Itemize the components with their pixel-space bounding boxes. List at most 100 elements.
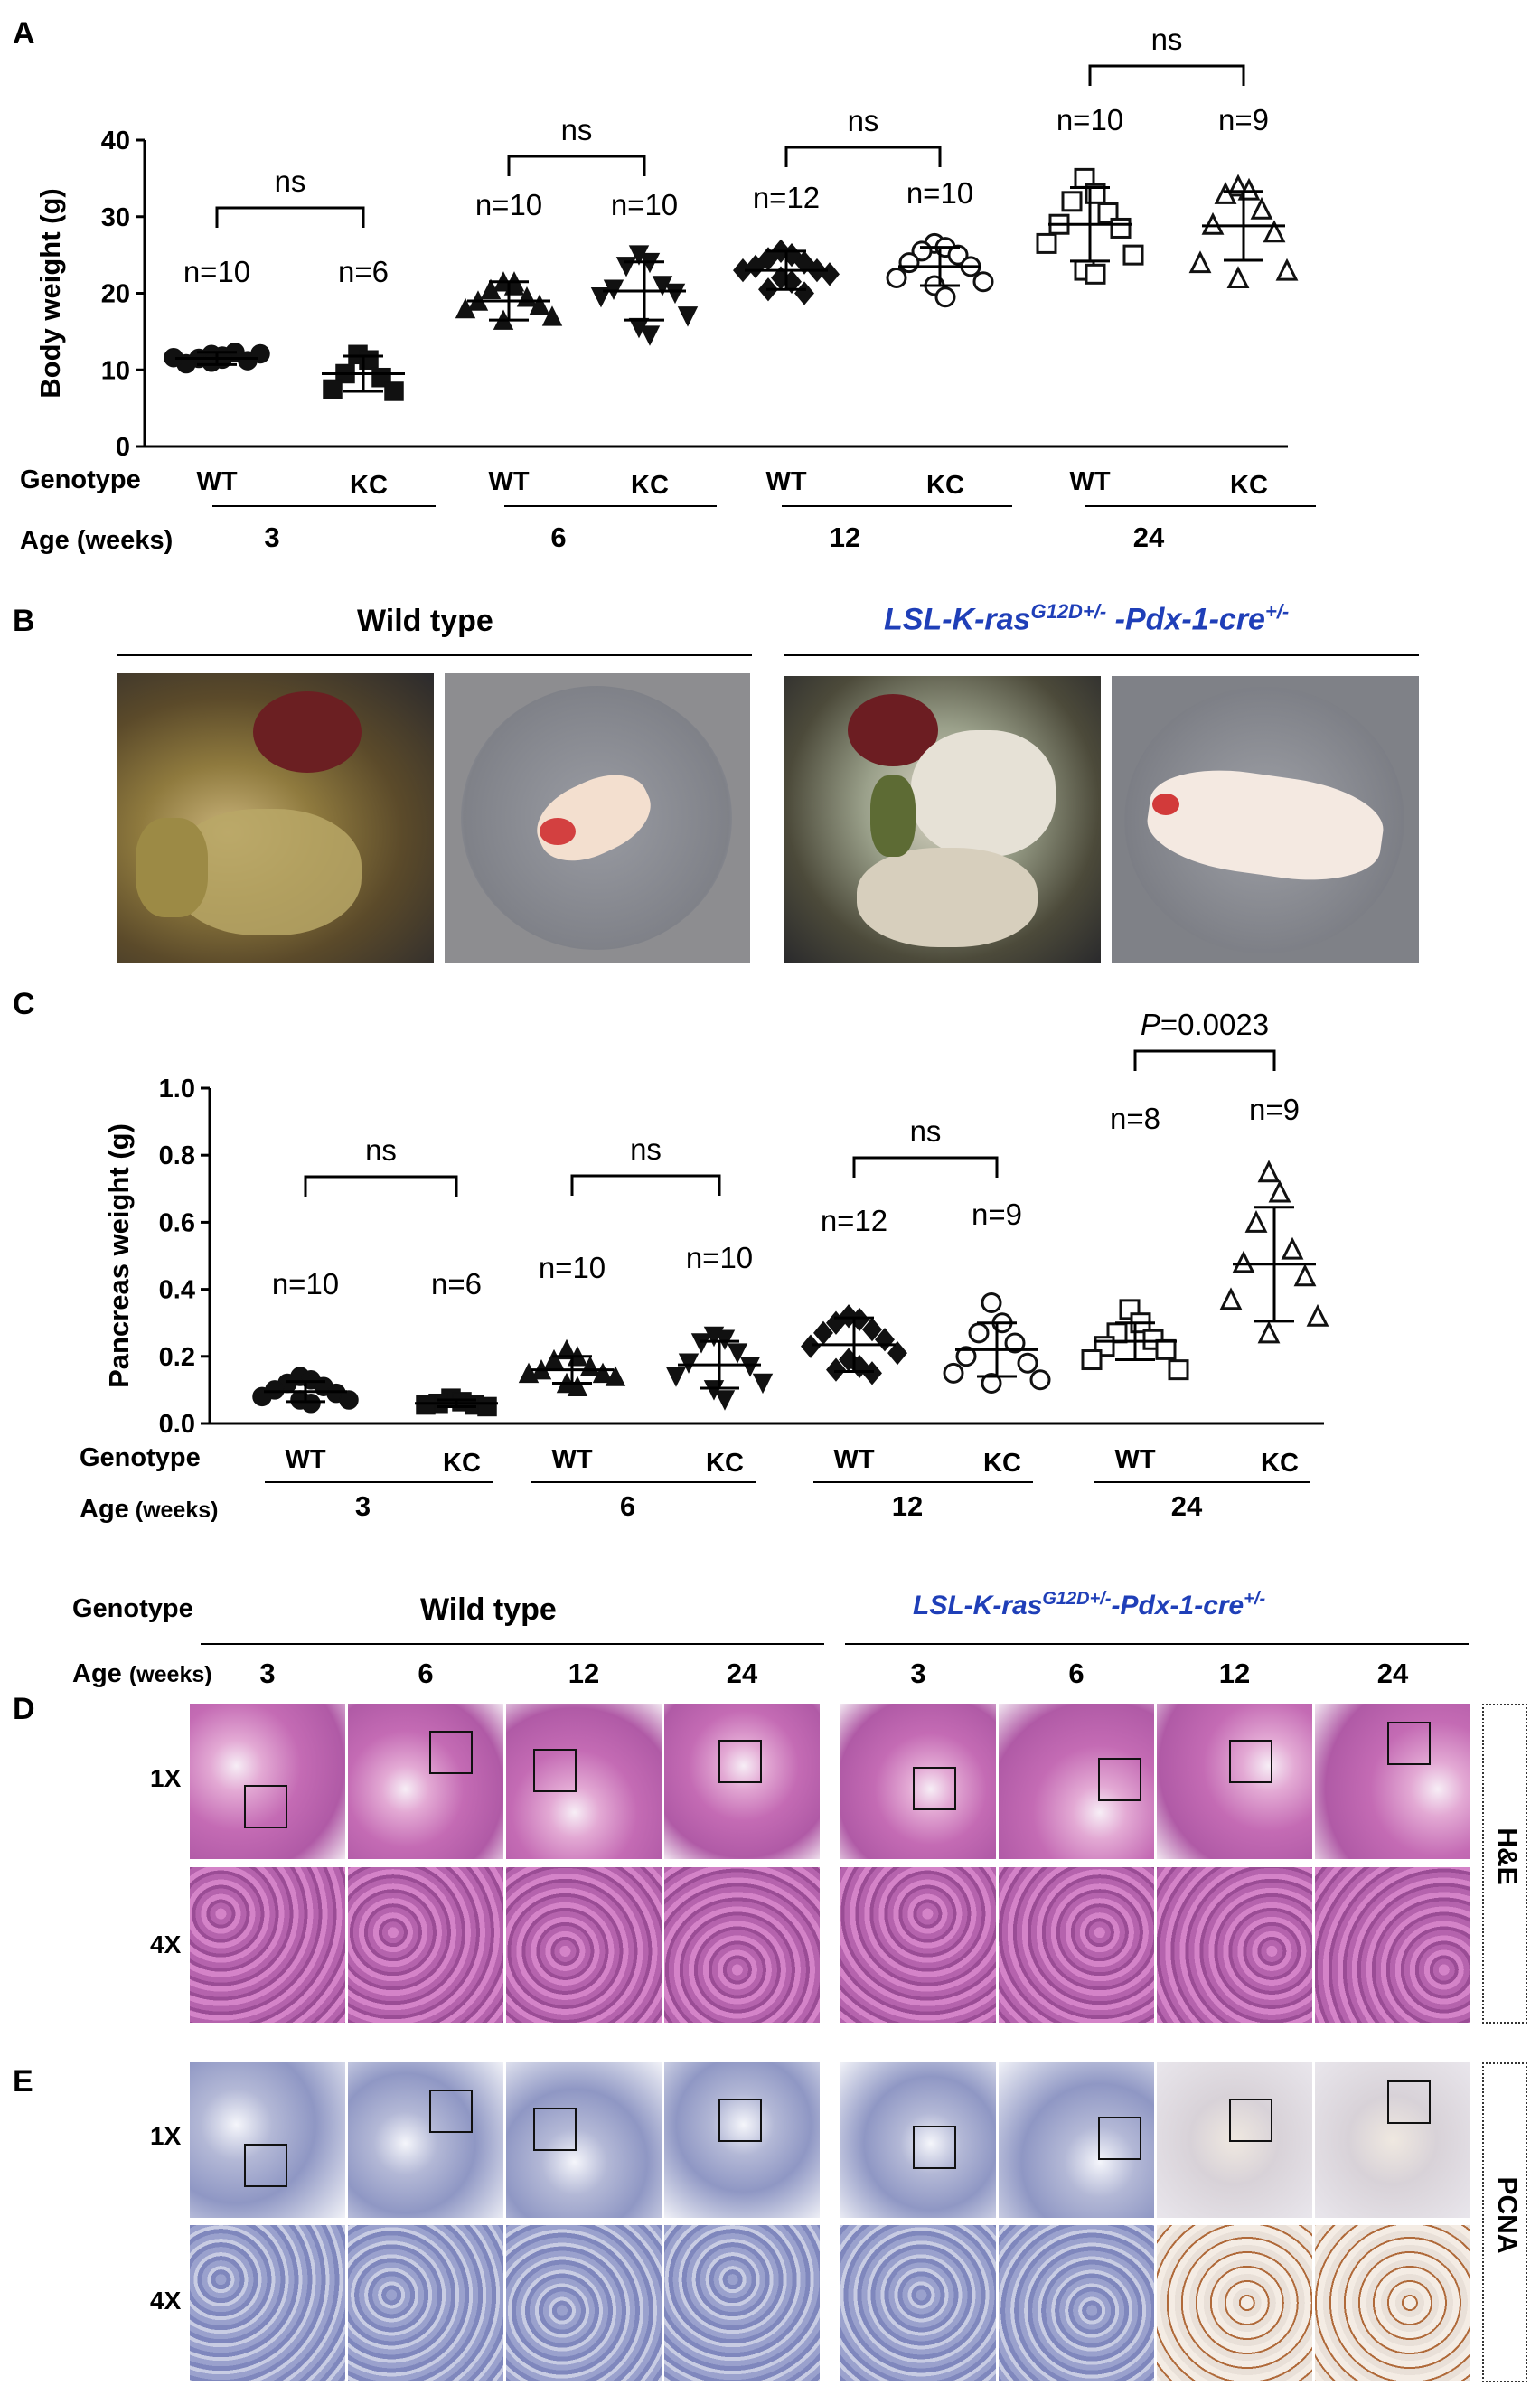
data-point	[1257, 1320, 1281, 1344]
histology-tile	[1157, 2062, 1312, 2218]
data-point	[947, 244, 969, 266]
zoom-region-box	[1098, 1758, 1141, 1801]
data-point	[968, 1322, 990, 1344]
y-tick-label: 30	[101, 203, 130, 232]
genotype-tick-label: WT	[285, 1445, 325, 1474]
histology-tile	[1315, 1867, 1470, 2023]
histology-tile	[506, 2062, 662, 2218]
age-tick-label: 6	[620, 1490, 635, 1522]
genotype-tick-label: KC	[1230, 471, 1268, 500]
de-age-column-label: 24	[726, 1658, 758, 1689]
histology-tile	[190, 2062, 345, 2218]
zoom-region-box	[913, 1767, 956, 1810]
d-row-1x-label: 1X	[150, 1764, 182, 1792]
comparison-bracket	[215, 206, 365, 228]
age-tick-label: 12	[830, 521, 860, 553]
histology-tile	[348, 2225, 503, 2381]
n-label: n=6	[338, 255, 389, 288]
zoom-region-box	[429, 1731, 473, 1774]
comparison-label: ns	[1151, 23, 1183, 56]
data-point	[1061, 191, 1083, 212]
histology-tile	[999, 1704, 1154, 1859]
data-point	[339, 1390, 359, 1410]
data-point	[886, 268, 907, 289]
histology-tile	[506, 1867, 662, 2023]
histology-tile	[840, 1704, 996, 1859]
zoom-region-box	[1229, 2099, 1272, 2142]
data-point	[1306, 1303, 1329, 1327]
data-point	[1036, 232, 1057, 254]
zoom-region-box	[533, 2108, 577, 2151]
zoom-region-box	[244, 2144, 287, 2187]
genotype-row-label: Genotype	[80, 1443, 201, 1472]
histology-tile	[664, 2225, 820, 2381]
comparison-label: ns	[848, 104, 879, 137]
data-point	[972, 271, 994, 293]
data-point	[1155, 1338, 1177, 1360]
data-point	[1017, 1352, 1038, 1374]
data-point	[250, 343, 270, 364]
histology-tile	[190, 2225, 345, 2381]
data-point	[590, 286, 612, 308]
he-stain-label: H&E	[1492, 1827, 1522, 1885]
de-mutant-rule	[845, 1643, 1469, 1645]
de-age-label: Age (weeks)	[72, 1659, 212, 1688]
data-point	[1029, 1369, 1051, 1391]
histology-tile	[840, 2062, 996, 2218]
age-tick-label: 3	[355, 1490, 371, 1522]
histology-tile	[506, 1704, 662, 1859]
n-label: n=10	[539, 1251, 606, 1284]
tissue-red-spot	[540, 818, 576, 845]
histology-tile	[999, 2062, 1154, 2218]
data-point	[518, 1362, 540, 1384]
histology-tile	[348, 1704, 503, 1859]
genotype-tick-label: KC	[1261, 1449, 1299, 1478]
comparison-label: ns	[561, 113, 593, 146]
mutant-abdomen-photo	[784, 676, 1101, 963]
panel-b-wild-type-rule	[117, 654, 752, 656]
genotype-tick-label: KC	[983, 1449, 1021, 1478]
data-point	[384, 381, 404, 401]
panel-b-mutant-header: LSL-K-rasG12D+/- -Pdx-1-cre+/-	[884, 600, 1290, 637]
intestine-region-2	[136, 818, 208, 917]
data-point	[477, 1396, 497, 1417]
data-point	[639, 325, 661, 346]
n-label: n=12	[753, 181, 820, 214]
histology-tile	[1315, 1704, 1470, 1859]
y-tick-label: 0.0	[159, 1410, 195, 1439]
age-tick-label: 24	[1171, 1490, 1203, 1522]
n-label: n=10	[611, 188, 678, 221]
mutant-pancreas-dish-photo	[1112, 676, 1419, 963]
tissue-red-spot	[1152, 794, 1179, 815]
data-point	[727, 1343, 748, 1364]
histology-tile	[664, 1704, 820, 1859]
histology-tile	[999, 1867, 1154, 2023]
y-axis-label: Pancreas weight (g)	[103, 1123, 135, 1388]
data-point	[739, 1357, 761, 1377]
zoom-region-box	[718, 2099, 762, 2142]
n-label: n=10	[183, 255, 250, 288]
genotype-tick-label: WT	[196, 467, 237, 496]
data-point	[898, 252, 920, 274]
body-weight-chart: 0 10 20 30 40 Body weight (g) n=10 WT n=6 KC n=10 W…	[20, 23, 1316, 555]
de-age-column-label: 6	[418, 1658, 434, 1689]
genotype-tick-label: WT	[833, 1445, 874, 1474]
comparison-bracket	[1133, 1049, 1276, 1071]
data-point	[1275, 258, 1299, 281]
data-point	[1110, 217, 1132, 239]
panel-label-d: D	[13, 1692, 35, 1726]
e-row-1x-label: 1X	[150, 2122, 182, 2150]
liver-region	[253, 691, 362, 773]
data-point	[943, 1362, 964, 1384]
data-point	[1168, 1359, 1189, 1381]
de-age-column-label: 3	[910, 1658, 926, 1689]
n-label: n=9	[972, 1198, 1022, 1231]
data-point	[567, 1376, 588, 1396]
data-point	[934, 286, 956, 308]
comparison-bracket	[852, 1156, 999, 1178]
zoom-region-box	[244, 1785, 287, 1828]
histology-tile	[348, 2062, 503, 2218]
d-row-4x-label: 4X	[150, 1930, 182, 1958]
data-point	[862, 1317, 882, 1342]
de-age-row: 3 6 12 24 3 6 12 24	[0, 1658, 1540, 1694]
